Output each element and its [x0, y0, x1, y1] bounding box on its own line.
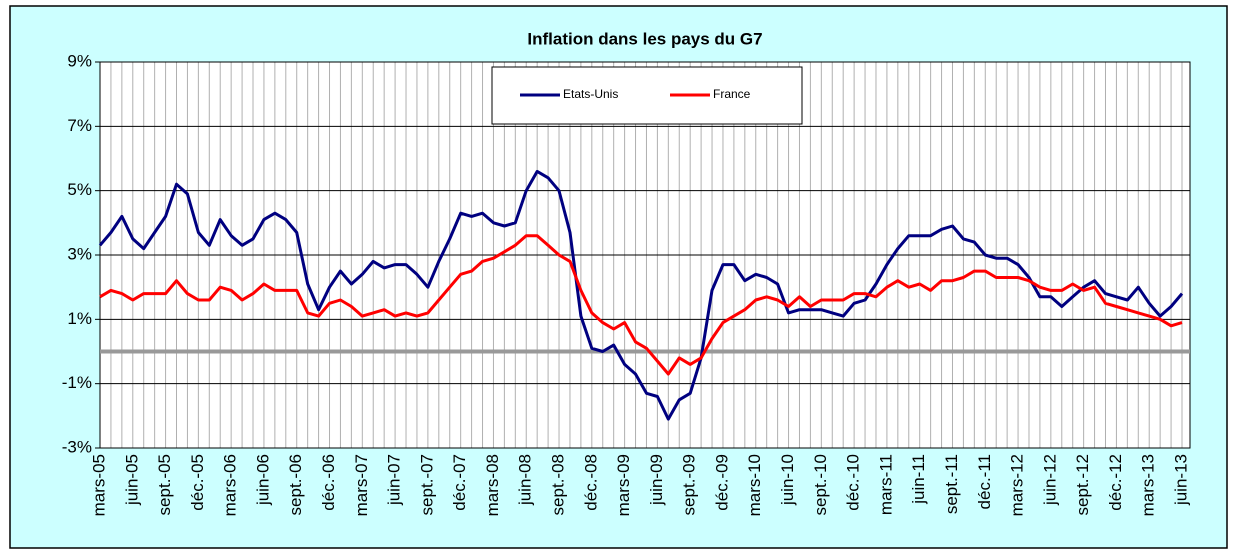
x-tick-label: mars-08: [483, 454, 502, 516]
x-tick-label: sept.-06: [286, 454, 305, 515]
x-tick-label: juin-10: [778, 454, 797, 506]
x-tick-label: mars-07: [352, 454, 371, 516]
legend-box: [491, 66, 803, 125]
x-tick-label: mars-10: [745, 454, 764, 516]
x-tick-label: déc.-10: [844, 454, 863, 511]
x-tick-label: déc.-08: [581, 454, 600, 511]
x-tick-label: sept.-11: [942, 454, 961, 514]
x-tick-label: déc.-07: [450, 454, 469, 511]
x-tick-label: mars-05: [89, 454, 108, 516]
x-tick-label: sept.-10: [811, 454, 830, 515]
legend-label: France: [713, 87, 751, 101]
y-tick-label: 3%: [67, 244, 92, 263]
x-tick-label: sept.-05: [155, 454, 174, 515]
x-tick-label: mars-11: [876, 454, 895, 515]
x-tick-label: déc.-05: [188, 454, 207, 511]
y-tick-label: 9%: [67, 51, 92, 70]
x-tick-label: déc.-06: [319, 454, 338, 511]
x-tick-label: juin-07: [385, 454, 404, 506]
x-tick-label: déc.-11: [975, 454, 994, 509]
x-tick-label: sept.-09: [680, 454, 699, 515]
x-tick-label: juin-05: [122, 454, 141, 506]
x-tick-label: juin-09: [647, 454, 666, 506]
y-tick-label: -1%: [62, 373, 92, 392]
y-tick-label: 7%: [67, 116, 92, 135]
x-tick-label: déc.-12: [1106, 454, 1125, 511]
x-tick-label: mars-12: [1008, 454, 1027, 516]
y-tick-label: -3%: [62, 437, 92, 456]
series-line: [99, 234, 1183, 376]
chart-title: Inflation dans les pays du G7: [527, 29, 762, 48]
x-tick-label: sept.-12: [1073, 454, 1092, 515]
plot-border: [99, 61, 1191, 449]
x-tick-label: juin-13: [1171, 454, 1190, 506]
x-tick-label: mars-09: [614, 454, 633, 516]
series-line: [98, 169, 1184, 421]
x-tick-label: mars-06: [221, 454, 240, 516]
x-tick-label: déc.-09: [712, 454, 731, 511]
y-tick-label: 1%: [67, 309, 92, 328]
x-tick-label: juin-12: [1040, 454, 1059, 506]
x-tick-label: mars-13: [1139, 454, 1158, 516]
y-tick-label: 5%: [67, 180, 92, 199]
x-tick-label: juin-06: [253, 454, 272, 506]
legend-label: Etats-Unis: [563, 87, 618, 101]
x-tick-label: juin-11: [909, 454, 928, 505]
x-tick-label: sept.-07: [417, 454, 436, 515]
x-tick-label: juin-08: [516, 454, 535, 506]
x-tick-label: sept.-08: [549, 454, 568, 515]
